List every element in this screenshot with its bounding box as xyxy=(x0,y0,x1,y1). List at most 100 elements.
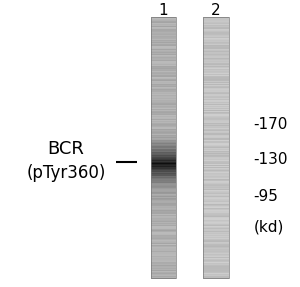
Bar xyxy=(151,114,176,115)
Bar xyxy=(151,90,176,91)
Bar xyxy=(203,218,229,220)
Bar xyxy=(151,175,176,176)
Bar xyxy=(151,224,176,225)
Bar xyxy=(203,275,229,276)
Bar xyxy=(203,38,229,40)
Bar xyxy=(151,196,176,197)
Bar xyxy=(203,90,229,92)
Bar xyxy=(151,56,176,58)
Bar xyxy=(203,75,229,77)
Bar xyxy=(151,258,176,260)
Bar xyxy=(203,113,229,114)
Bar xyxy=(203,66,229,67)
Bar xyxy=(151,87,176,88)
Bar xyxy=(151,102,176,104)
Text: -130: -130 xyxy=(254,152,288,167)
Bar xyxy=(151,235,176,236)
Bar xyxy=(203,175,229,176)
Bar xyxy=(151,277,176,278)
Bar xyxy=(203,206,229,208)
Bar xyxy=(203,30,229,32)
Bar xyxy=(203,156,229,157)
Bar xyxy=(151,197,176,199)
Bar xyxy=(151,110,176,111)
Bar xyxy=(151,106,176,107)
Bar xyxy=(203,69,229,70)
Bar xyxy=(203,232,229,234)
Bar xyxy=(203,156,229,158)
Bar xyxy=(203,28,229,29)
Bar xyxy=(203,177,229,179)
Bar xyxy=(203,145,229,147)
Bar xyxy=(203,196,229,197)
Bar xyxy=(203,105,229,106)
Bar xyxy=(151,75,176,77)
Bar xyxy=(151,179,176,181)
Bar xyxy=(203,151,229,153)
Bar xyxy=(203,200,229,201)
Bar xyxy=(203,277,229,278)
Bar xyxy=(151,233,176,234)
Bar xyxy=(151,38,176,40)
Bar xyxy=(151,73,176,74)
Bar xyxy=(151,105,176,106)
Bar xyxy=(151,97,176,99)
Bar xyxy=(203,80,229,81)
Bar xyxy=(151,149,176,150)
Bar xyxy=(151,125,176,127)
Bar xyxy=(151,31,176,32)
Bar xyxy=(203,142,229,143)
Bar xyxy=(151,65,176,67)
Bar xyxy=(151,71,176,73)
Bar xyxy=(203,96,229,97)
Bar xyxy=(203,208,229,209)
Bar xyxy=(151,32,176,33)
Bar xyxy=(203,134,229,135)
Bar xyxy=(203,125,229,127)
Bar xyxy=(203,246,229,248)
Bar xyxy=(203,57,229,59)
Bar xyxy=(203,111,229,113)
Bar xyxy=(151,52,176,53)
Bar xyxy=(203,191,229,193)
Bar xyxy=(203,58,229,59)
Bar xyxy=(203,86,229,87)
Bar xyxy=(151,171,176,173)
Bar xyxy=(203,101,229,102)
Bar xyxy=(203,224,229,225)
Bar xyxy=(151,270,176,271)
Bar xyxy=(151,42,176,43)
Bar xyxy=(203,136,229,137)
Bar xyxy=(151,55,176,57)
Bar xyxy=(151,110,176,112)
Bar xyxy=(151,74,176,75)
Bar xyxy=(203,37,229,39)
Bar xyxy=(203,51,229,53)
Bar xyxy=(203,17,229,278)
Bar xyxy=(151,254,176,255)
Bar xyxy=(203,164,229,166)
Bar xyxy=(203,217,229,218)
Bar xyxy=(151,84,176,86)
Bar xyxy=(203,135,229,136)
Bar xyxy=(203,243,229,244)
Bar xyxy=(151,69,176,71)
Bar xyxy=(203,274,229,276)
Bar xyxy=(203,121,229,122)
Bar xyxy=(151,274,176,276)
Bar xyxy=(151,144,176,146)
Bar xyxy=(203,241,229,242)
Bar xyxy=(203,132,229,133)
Bar xyxy=(203,52,229,53)
Bar xyxy=(151,222,176,223)
Bar xyxy=(151,76,176,78)
Bar xyxy=(203,78,229,79)
Bar xyxy=(151,212,176,214)
Bar xyxy=(203,245,229,247)
Bar xyxy=(203,102,229,104)
Bar xyxy=(203,205,229,207)
Bar xyxy=(151,189,176,190)
Bar xyxy=(151,99,176,100)
Bar xyxy=(203,47,229,48)
Bar xyxy=(203,256,229,257)
